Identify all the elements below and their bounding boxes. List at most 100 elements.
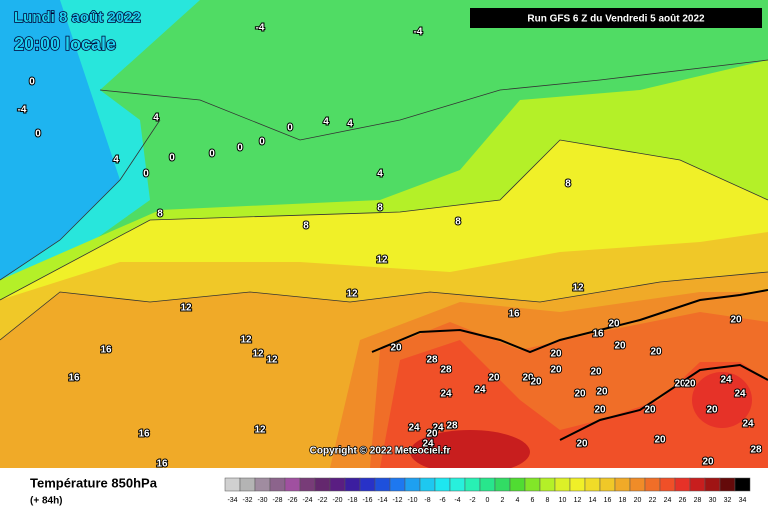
scale-label: 14 [589,497,597,504]
scale-swatch [299,477,316,492]
scale-swatch [344,477,361,492]
scale-swatch [404,477,421,492]
scale-label: -12 [392,497,402,504]
scale-swatch [494,477,511,492]
scale-label: -14 [377,497,387,504]
scale-swatch [449,477,466,492]
scale-label: -26 [287,497,297,504]
scale-label: 4 [516,497,520,504]
contour-label: 16 [592,329,604,340]
contour-label: 0 [29,77,35,88]
contour-label: 20 [674,379,686,390]
scale-swatch [374,477,391,492]
contour-label: 16 [100,345,112,356]
scale-swatch [419,477,436,492]
contour-label: 20 [426,429,438,440]
scale-swatch [554,477,571,492]
contour-label: 20 [522,373,534,384]
scale-swatch [674,477,691,492]
contour-label: 24 [422,439,434,450]
contour-label: 4 [153,113,159,124]
contour-label: 0 [259,137,265,148]
scale-swatch [314,477,331,492]
scale-label: 0 [486,497,490,504]
scale-swatch [284,477,301,492]
contour-label: 20 [594,405,606,416]
run-info: Run GFS 6 Z du Vendredi 5 août 2022 [527,14,705,25]
lead-time: (+ 84h) [30,496,63,507]
scale-label: -4 [454,497,460,504]
contour-label: 28 [426,355,438,366]
map [0,0,768,474]
scale-label: 2 [501,497,505,504]
scale-swatch [524,477,541,492]
coast-20-contour [371,289,768,441]
contour-label: 28 [440,365,452,376]
scale-label: -32 [242,497,252,504]
scale-swatch [224,477,241,492]
scale-label: -30 [257,497,267,504]
contour-label: -4 [414,27,423,38]
scale-label: 22 [649,497,657,504]
contour-label: 12 [240,335,252,346]
contour-label: 20 [390,343,402,354]
contour-label: 20 [590,367,602,378]
scale-label: -24 [302,497,312,504]
contour-label: 20 [730,315,742,326]
scale-label: 32 [724,497,732,504]
run-box [470,8,762,28]
scale-label: -2 [469,497,475,504]
scale-label: 26 [679,497,687,504]
scale-swatch [569,477,586,492]
scale-label: 8 [546,497,550,504]
contour-label: -4 [18,105,27,116]
scale-label: 6 [531,497,535,504]
scale-label: 30 [709,497,717,504]
contour-label: 20 [706,405,718,416]
scale-swatch [704,477,721,492]
contour-label: 16 [156,459,168,470]
scale-swatch [509,477,526,492]
scale-swatch [539,477,556,492]
contour-label: 28 [446,421,458,432]
scale-label: 34 [739,497,747,504]
contour-label: 24 [734,389,746,400]
contour-label: 0 [209,149,215,160]
contour-label: 8 [455,217,461,228]
scale-label: 28 [694,497,702,504]
contour-label: 20 [574,389,586,400]
contour-label: 4 [347,119,353,130]
scale-swatch [719,477,736,492]
scale-label: -34 [227,497,237,504]
contour-label: 24 [440,389,452,400]
scale-swatch [254,477,271,492]
forecast-date: Lundi 8 août 2022 [14,9,141,26]
scale-swatch [269,477,286,492]
scale-swatch [659,477,676,492]
scale-label: -10 [407,497,417,504]
scale-swatch [479,477,496,492]
scale-label: 18 [619,497,627,504]
contour-label: 12 [252,349,264,360]
contour-label: 20 [576,439,588,450]
contour-label: 12 [376,255,388,266]
contour-label: 8 [377,203,383,214]
scale-swatch [599,477,616,492]
contour-label: 4 [113,155,119,166]
contour-label: 12 [346,289,358,300]
scale-swatch [689,477,706,492]
scale-swatch [644,477,661,492]
scale-swatch [434,477,451,492]
contour-label: 0 [287,123,293,134]
scale-swatch [239,477,256,492]
contour-label: 20 [488,373,500,384]
contour-label: 20 [702,457,714,468]
contour-label: 0 [237,143,243,154]
scale-swatch [614,477,631,492]
scale-label: 12 [574,497,582,504]
scale-label: 20 [634,497,642,504]
scale-swatch [329,477,346,492]
contour-label: 20 [684,379,696,390]
contour-label: 4 [323,117,329,128]
